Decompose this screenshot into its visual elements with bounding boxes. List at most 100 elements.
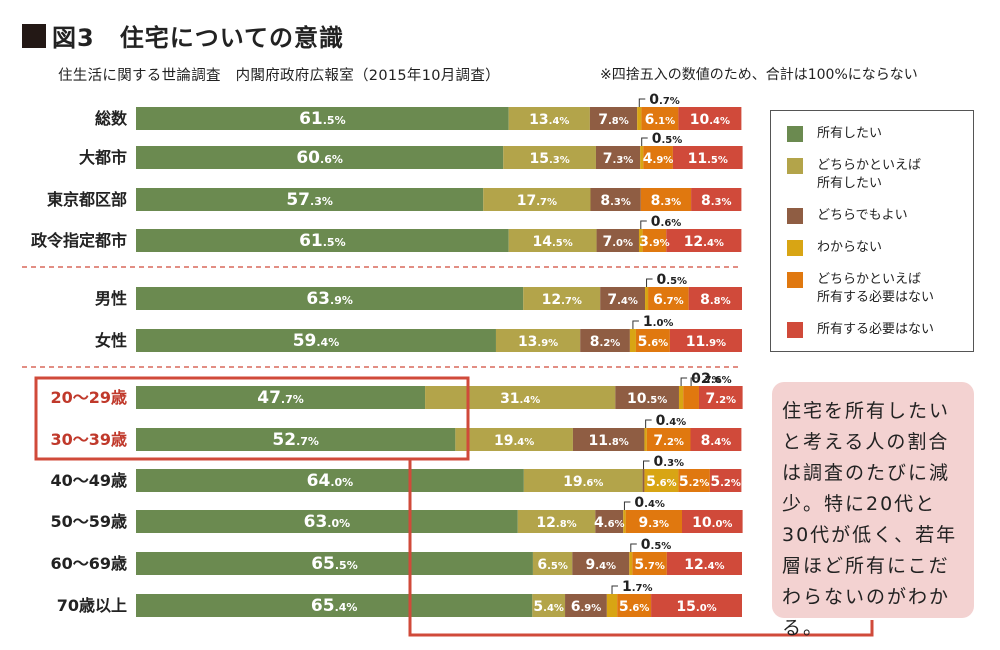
bar-segment [666, 552, 742, 575]
data-label: 9.3% [639, 515, 670, 531]
legend-label: どちらかといえば 所有する必要はない [817, 272, 935, 305]
data-label-outside: 1.7% [622, 579, 653, 595]
bar-segment [136, 146, 504, 169]
legend-label: どちらかといえば 所有したい [817, 158, 922, 191]
legend-item: 所有したい [787, 125, 882, 143]
bar-segment [640, 146, 644, 169]
data-label-outside: 0.5% [657, 272, 688, 288]
bar-segment [625, 510, 683, 533]
data-label: 11.9% [686, 334, 726, 350]
bar-segment [508, 107, 590, 130]
bar-segment [642, 469, 645, 492]
bar-segment [644, 469, 679, 492]
data-label-outside: 0.4% [634, 495, 665, 511]
bar-segment [651, 594, 742, 617]
data-label: 47.7% [257, 388, 304, 408]
legend-label: どちらでもよい [817, 208, 908, 223]
data-label: 14.5% [532, 234, 572, 250]
bar-segment [572, 428, 645, 451]
bar-segment [678, 469, 710, 492]
legend-item: どちらかといえば 所有する必要はない [787, 271, 934, 307]
category-label: 70歳以上 [57, 596, 127, 615]
data-label: 3.9% [639, 234, 670, 250]
bar-segment [600, 287, 646, 310]
data-label: 15.0% [676, 599, 716, 615]
bar-segment [641, 107, 679, 130]
bar-segment [495, 329, 581, 352]
legend-label: わからない [817, 240, 883, 255]
legend-swatch [787, 208, 803, 224]
callout-box: 住宅を所有したいと考える人の割合は調査のたびに減少。特に20代と30代が低く、若… [772, 382, 974, 639]
data-label: 5.6% [646, 474, 677, 490]
bar-segment [688, 287, 742, 310]
bar-segment [698, 386, 743, 409]
data-label: 57.3% [286, 190, 333, 210]
bar-segment [136, 107, 509, 130]
leader-line [632, 320, 639, 329]
bar-segment [136, 552, 533, 575]
data-label: 59.4% [293, 331, 340, 351]
data-label: 12.8% [536, 515, 576, 531]
data-label: 7.4% [607, 292, 638, 308]
leader-line [645, 419, 652, 428]
bar-segment [690, 428, 742, 451]
bar-segment [596, 229, 639, 252]
bar-segment [136, 188, 484, 211]
category-label: 女性 [95, 331, 127, 350]
leader-line [638, 98, 646, 107]
bar-segment [635, 329, 670, 352]
bar-segment [683, 386, 699, 409]
category-label: 男性 [95, 289, 127, 308]
bar-segment [590, 188, 641, 211]
category-label: 東京都区部 [47, 190, 127, 209]
legend-swatch [787, 158, 803, 174]
source-line: 住生活に関する世論調査 内閣府政府広報室（2015年10月調査） [58, 68, 500, 84]
bar-segment [644, 428, 647, 451]
legend-label: 所有したい [817, 126, 883, 141]
data-label: 15.3% [529, 151, 569, 167]
bar-segment [672, 146, 743, 169]
data-label-outside: 0.4% [656, 413, 687, 429]
bar-segment [648, 287, 689, 310]
bar-segment [637, 107, 642, 130]
data-label: 65.5% [311, 554, 358, 574]
bar-segment [669, 329, 742, 352]
category-label: 総数 [95, 109, 128, 128]
data-label: 11.5% [688, 151, 728, 167]
bar-segment [572, 552, 630, 575]
title-marker-icon [22, 23, 46, 48]
category-label: 大都市 [79, 148, 127, 167]
data-label: 5.2% [710, 474, 741, 490]
bar-segment [136, 287, 524, 310]
data-label: 8.3% [701, 193, 732, 209]
data-label: 10.4% [690, 112, 730, 128]
data-label-outside: 1.0% [643, 314, 674, 330]
leader-line [646, 278, 653, 287]
legend-swatch [787, 240, 803, 256]
data-label: 8.2% [590, 334, 621, 350]
data-label: 12.4% [684, 557, 724, 573]
bar-segment [136, 229, 509, 252]
leader-line [643, 460, 650, 469]
bar-segment [589, 107, 638, 130]
data-label: 7.0% [603, 234, 634, 250]
data-label: 8.3% [600, 193, 631, 209]
legend: 所有したい どちらかといえば 所有したい どちらでもよい わからない どちらかと… [770, 110, 974, 352]
bar-segment [645, 287, 649, 310]
bar-segment [532, 552, 573, 575]
bar-segment [638, 229, 643, 252]
bar-segment [425, 386, 616, 409]
data-label: 19.6% [563, 474, 603, 490]
data-label: 63.0% [304, 512, 351, 532]
leader-line [611, 585, 619, 594]
data-label: 5.4% [533, 599, 564, 615]
bar-segment [595, 146, 641, 169]
data-label: 7.2% [653, 433, 684, 449]
data-label: 60.6% [296, 148, 343, 168]
data-label: 31.4% [500, 391, 540, 407]
category-label: 政令指定都市 [31, 231, 127, 250]
category-label: 20～29歳 [50, 388, 127, 407]
leader-line [680, 377, 688, 386]
bar-segment [523, 287, 601, 310]
data-label-outside: 0.7% [649, 92, 680, 108]
